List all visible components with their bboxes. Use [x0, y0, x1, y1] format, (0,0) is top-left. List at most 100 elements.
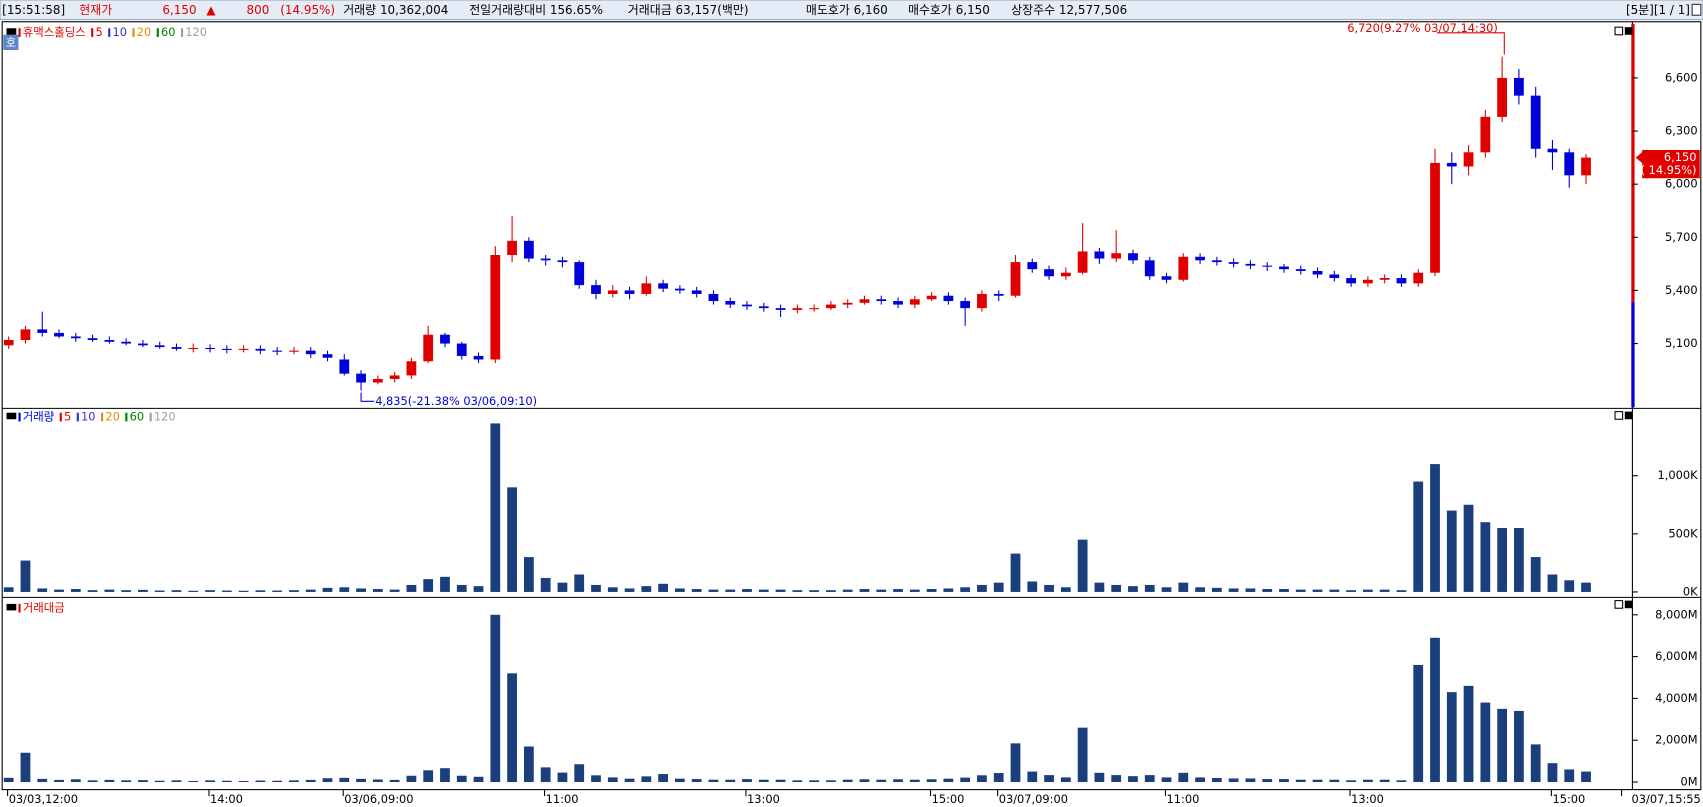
bar [1077, 727, 1088, 783]
bar [1044, 775, 1054, 783]
bar [859, 779, 870, 783]
bar [372, 589, 383, 592]
candle-body [1497, 77, 1508, 117]
bar [708, 589, 719, 592]
bar [154, 780, 165, 783]
bar [909, 589, 920, 592]
bar [423, 579, 434, 592]
candle-body [574, 262, 585, 286]
bar [1379, 589, 1390, 592]
candle-body [423, 334, 434, 362]
arrow: ▲ [206, 3, 216, 17]
candle-body [1060, 272, 1071, 277]
bar [792, 780, 803, 783]
legend-swatch [76, 412, 79, 422]
period[interactable]: [5분][1 / 1] [1626, 3, 1690, 17]
bar [305, 779, 316, 783]
price-label: 현재가 [79, 3, 112, 17]
bar [490, 614, 501, 783]
bar [423, 770, 434, 783]
candle-body [490, 255, 501, 360]
bar [456, 775, 467, 783]
candle-body [473, 355, 484, 360]
candle-body [1480, 116, 1491, 153]
bar [1262, 779, 1273, 783]
close-button[interactable] [1624, 411, 1633, 420]
candle-body [960, 301, 971, 309]
bar [1312, 589, 1323, 592]
bar [1128, 586, 1138, 592]
y-tick-label: 5,700 [1665, 230, 1698, 244]
candle-body [1312, 270, 1323, 275]
header-bar [0, 0, 1703, 21]
candle-body [540, 258, 551, 261]
bar [1430, 637, 1440, 783]
candle-body [1514, 77, 1524, 96]
candle-body [1111, 253, 1122, 259]
bar [826, 590, 836, 592]
bar [1295, 779, 1306, 783]
candle-body [1044, 269, 1054, 277]
candle-body [591, 285, 601, 294]
bar [1413, 664, 1424, 783]
bar [389, 779, 400, 783]
y-tick-label: 6,000M [1655, 649, 1697, 663]
candle-body [607, 290, 618, 294]
legend-label: 10 [112, 25, 126, 39]
change-pct: (14.95%) [280, 3, 335, 17]
bar [87, 780, 98, 783]
candle-body [1396, 278, 1407, 284]
bar [1161, 587, 1172, 592]
panel-title: 거래대금 [23, 601, 65, 615]
bar [893, 779, 903, 783]
bar [909, 779, 920, 783]
bar [1027, 581, 1038, 592]
close-button[interactable] [1624, 600, 1633, 609]
bar [977, 584, 987, 592]
y-tick-label: 4,000M [1655, 691, 1697, 705]
y-tick-label: 5,400 [1665, 283, 1698, 297]
restore-button[interactable] [1614, 411, 1624, 420]
candle-body [1228, 262, 1239, 264]
bar [540, 577, 551, 592]
bar [440, 768, 450, 783]
bar [1262, 589, 1273, 592]
bar [943, 588, 954, 592]
bar [1245, 778, 1256, 783]
bar [775, 589, 786, 592]
legend-swatch [156, 28, 159, 37]
bar [121, 590, 132, 592]
menu-icon[interactable] [1691, 3, 1702, 16]
restore-button[interactable] [1614, 600, 1624, 609]
bar [1430, 464, 1440, 592]
close-button[interactable] [1624, 27, 1633, 35]
bar [255, 590, 266, 592]
candle-body [1547, 148, 1558, 153]
bar [507, 487, 517, 592]
bar [221, 780, 232, 783]
bar [1497, 528, 1508, 592]
bar [1530, 744, 1541, 783]
y-tick-label: 6,000 [1665, 177, 1698, 191]
candle-body [742, 304, 752, 307]
candle-body [641, 283, 652, 294]
annotation-line [1436, 32, 1505, 55]
legend-icon [6, 603, 17, 611]
y-tick-label: 8,000M [1655, 607, 1697, 621]
bar [1144, 584, 1155, 592]
y-tick-label: 5,100 [1665, 336, 1698, 350]
bar [691, 779, 702, 783]
amount: 거래대금 63,157(백만) [628, 3, 749, 17]
bar [3, 587, 14, 592]
bar [1111, 584, 1122, 592]
restore-button[interactable] [1614, 26, 1624, 36]
bar [1279, 779, 1289, 783]
candle-body [1329, 274, 1340, 279]
bar [37, 778, 48, 783]
bar [758, 779, 769, 783]
bar [1362, 589, 1373, 592]
legend-label: 120 [154, 410, 176, 424]
bar [255, 780, 266, 783]
bar [993, 773, 1004, 783]
